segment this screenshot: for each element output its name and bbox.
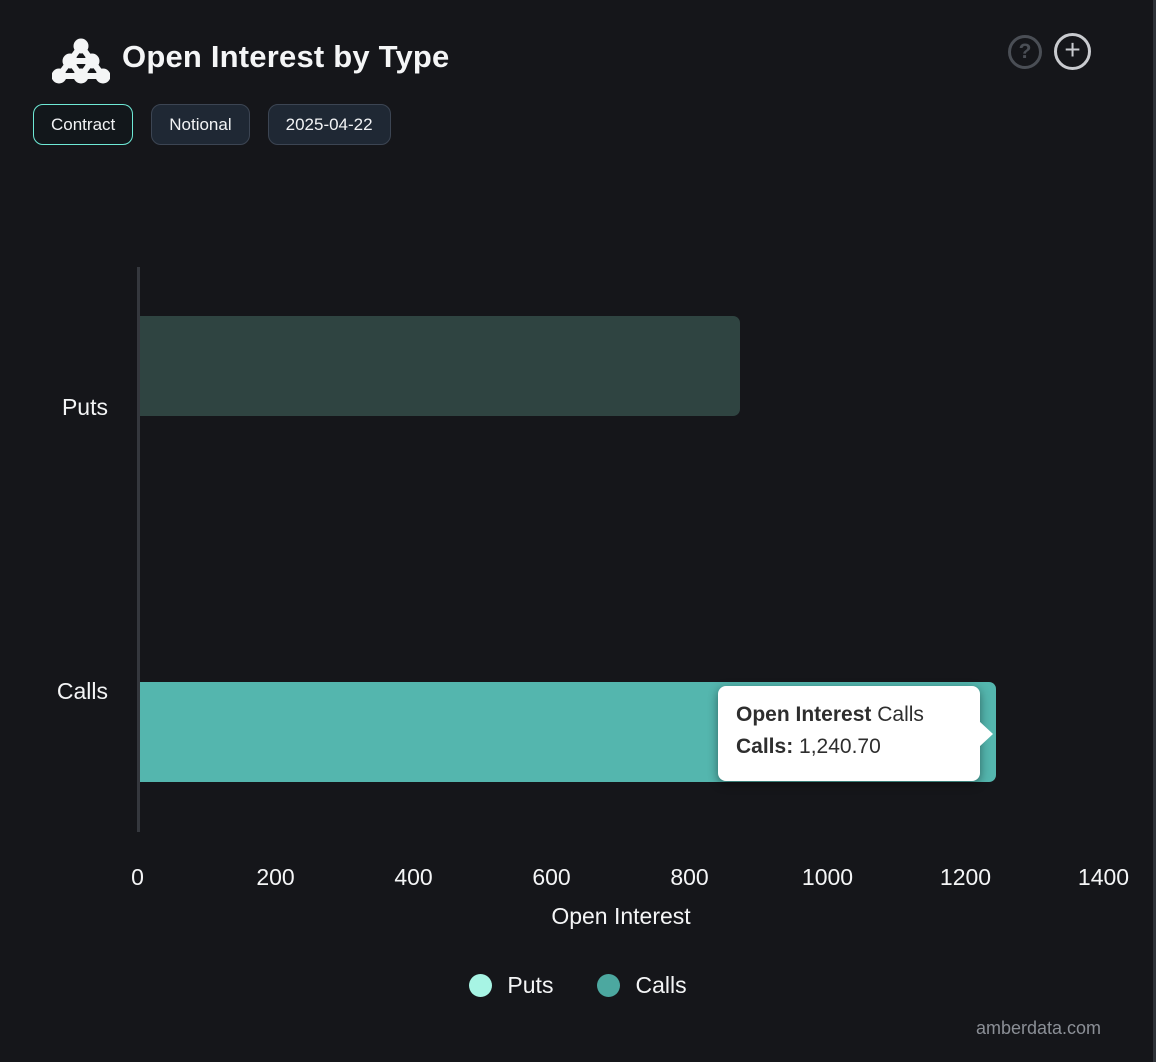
x-tick-label: 400 (394, 864, 433, 890)
tooltip-value-label: Calls: (736, 735, 794, 758)
legend: Puts Calls (0, 972, 1156, 999)
y-axis-line (137, 267, 140, 832)
contract-toggle-button[interactable]: Contract (33, 104, 134, 145)
legend-dot-icon (597, 974, 621, 997)
tooltip-series-suffix: Calls (877, 703, 924, 726)
help-icon[interactable]: ? (1008, 35, 1042, 69)
x-tick-label: 200 (256, 864, 295, 890)
x-tick-label: 600 (532, 864, 571, 890)
legend-item-puts[interactable]: Puts (469, 972, 553, 999)
x-axis-title: Open Interest (551, 903, 691, 929)
legend-label: Calls (635, 972, 687, 998)
x-tick-label: 800 (670, 864, 709, 890)
add-icon[interactable]: + (1054, 33, 1091, 70)
toolbar: Contract Notional 2025-04-22 (33, 104, 391, 145)
tooltip-title-row: Open Interest Calls (736, 699, 980, 731)
amberdata-logo-icon (51, 36, 111, 86)
bar-puts[interactable] (140, 316, 741, 416)
chart-tooltip: Open Interest Calls Calls: 1,240.70 (718, 686, 993, 781)
legend-label: Puts (507, 972, 554, 998)
legend-item-calls[interactable]: Calls (597, 972, 687, 999)
scrollbar-edge[interactable] (1153, 0, 1156, 1062)
legend-dot-icon (469, 974, 493, 997)
page-title: Open Interest by Type (122, 39, 450, 74)
tooltip-value-row: Calls: 1,240.70 (736, 731, 980, 763)
x-tick-label: 1400 (1077, 864, 1130, 890)
date-picker-button[interactable]: 2025-04-22 (267, 104, 391, 145)
y-category-label-calls: Calls (56, 678, 108, 704)
watermark: amberdata.com (975, 1018, 1101, 1038)
y-category-label-puts: Puts (61, 394, 108, 420)
x-tick-label: 0 (131, 864, 144, 890)
tooltip-value: 1,240.70 (799, 735, 881, 758)
x-tick-label: 1000 (801, 864, 854, 890)
tooltip-series-name: Open Interest (736, 703, 872, 726)
notional-toggle-button[interactable]: Notional (151, 104, 250, 145)
x-tick-label: 1200 (939, 864, 992, 890)
x-axis-ticks: 0 200 400 600 800 1000 1200 1400 (0, 864, 1156, 894)
